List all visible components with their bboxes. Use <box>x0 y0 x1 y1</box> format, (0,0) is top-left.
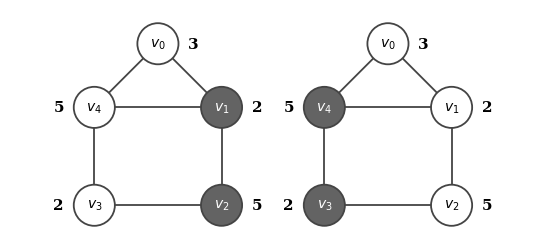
Circle shape <box>304 88 345 128</box>
Text: $v_4$: $v_4$ <box>87 101 102 115</box>
Text: 2: 2 <box>283 198 294 212</box>
Text: $v_1$: $v_1$ <box>444 101 459 115</box>
Text: $v_4$: $v_4$ <box>316 101 332 115</box>
Circle shape <box>367 24 408 65</box>
Circle shape <box>304 185 345 226</box>
Text: 3: 3 <box>188 38 199 52</box>
Circle shape <box>431 185 472 226</box>
Text: $v_2$: $v_2$ <box>214 198 229 212</box>
Text: $v_1$: $v_1$ <box>214 101 229 115</box>
Text: $v_2$: $v_2$ <box>444 198 459 212</box>
Text: 5: 5 <box>252 198 262 212</box>
Circle shape <box>431 88 472 128</box>
Text: $v_0$: $v_0$ <box>150 38 166 52</box>
Circle shape <box>201 88 242 128</box>
Text: 2: 2 <box>252 101 262 115</box>
Circle shape <box>201 185 242 226</box>
Text: 5: 5 <box>283 101 294 115</box>
Circle shape <box>74 185 115 226</box>
Text: $v_0$: $v_0$ <box>380 38 396 52</box>
Text: 5: 5 <box>482 198 492 212</box>
Text: 3: 3 <box>418 38 429 52</box>
Text: 2: 2 <box>482 101 492 115</box>
Text: $v_3$: $v_3$ <box>87 198 102 212</box>
Text: $v_3$: $v_3$ <box>316 198 332 212</box>
Text: 2: 2 <box>54 198 64 212</box>
Circle shape <box>74 88 115 128</box>
Text: 5: 5 <box>54 101 64 115</box>
Circle shape <box>137 24 179 65</box>
